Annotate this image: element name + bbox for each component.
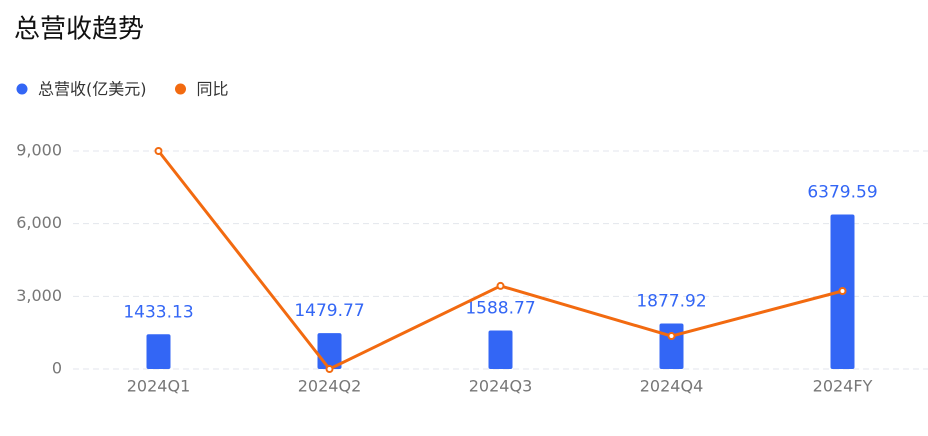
line-point — [496, 281, 505, 290]
legend-label: 总营收(亿美元) — [38, 80, 147, 99]
y-tick-label: 3,000 — [16, 286, 62, 305]
line-point — [838, 287, 847, 296]
value-label: 1479.77 — [294, 301, 364, 321]
y-tick-label: 0 — [52, 359, 62, 378]
y-tick-label: 6,000 — [16, 213, 62, 232]
x-tick-label: 2024Q2 — [298, 377, 362, 396]
line-point — [325, 365, 334, 373]
value-label: 1433.13 — [123, 302, 193, 322]
x-tick-label: 2024Q1 — [127, 377, 191, 396]
value-label: 6379.59 — [807, 182, 877, 202]
x-tick-label: 2024Q3 — [469, 377, 533, 396]
line-point — [667, 332, 676, 341]
bar — [659, 323, 684, 369]
bar — [488, 330, 513, 369]
line-point — [154, 147, 163, 155]
bar — [146, 334, 171, 369]
legend-marker — [175, 83, 186, 95]
value-label: 1588.77 — [465, 299, 535, 319]
legend-marker — [16, 83, 28, 95]
x-tick-label: 2024Q4 — [640, 377, 704, 396]
x-tick-label: 2024FY — [813, 377, 873, 396]
y-tick-label: 9,000 — [16, 141, 62, 160]
value-label: 1877.92 — [636, 292, 706, 312]
legend-label: 同比 — [197, 80, 229, 99]
chart-title: 总营收趋势 — [14, 15, 144, 45]
